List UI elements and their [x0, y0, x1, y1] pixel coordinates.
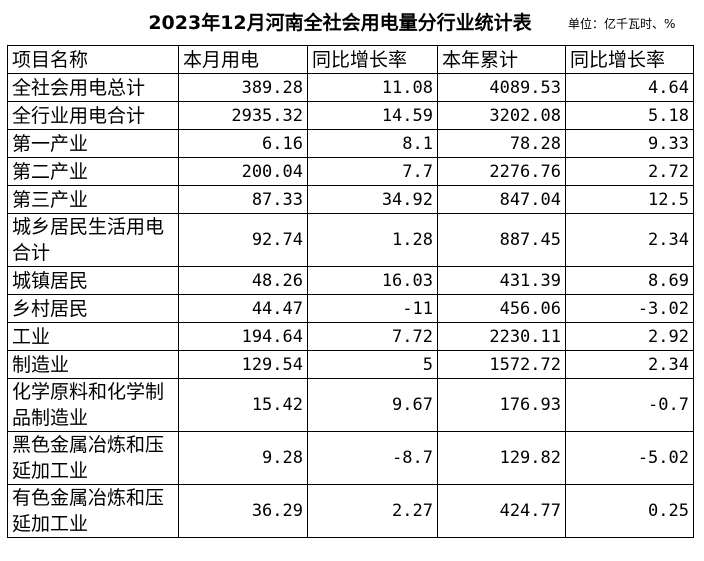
row-label: 城镇居民 — [7, 266, 179, 295]
value-cell: 2.34 — [565, 350, 694, 379]
value-cell: 194.64 — [178, 322, 308, 351]
header-cell: 同比增长率 — [565, 45, 694, 74]
header-cell: 项目名称 — [7, 45, 179, 74]
value-cell: 16.03 — [307, 266, 438, 295]
value-cell: -0.7 — [565, 378, 694, 432]
value-cell: 2.34 — [565, 213, 694, 267]
value-cell: 2230.11 — [437, 322, 566, 351]
row-label: 黑色金属冶炼和压延加工业 — [7, 431, 179, 485]
table-row: 城镇居民 48.26 16.03 431.39 8.69 — [7, 266, 694, 295]
unit-note: 单位：亿千瓦时、% — [568, 17, 676, 31]
table: 项目名称 本月用电 同比增长率 本年累计 同比增长率 全社会用电总计 389.28 11.08… — [7, 45, 694, 538]
table-row: 乡村居民 44.47 -11 456.06 -3.02 — [7, 294, 694, 323]
row-label: 制造业 — [7, 350, 179, 379]
value-cell: -3.02 — [565, 294, 694, 323]
value-cell: 431.39 — [437, 266, 566, 295]
value-cell: 1572.72 — [437, 350, 566, 379]
value-cell: 7.72 — [307, 322, 438, 351]
value-cell: 129.54 — [178, 350, 308, 379]
row-label: 全社会用电总计 — [7, 73, 179, 102]
value-cell: 129.82 — [437, 431, 566, 485]
value-cell: 2.27 — [307, 484, 438, 538]
value-cell: 2.72 — [565, 157, 694, 186]
table-row: 第二产业 200.04 7.7 2276.76 2.72 — [7, 157, 694, 186]
table-row: 工业 194.64 7.72 2230.11 2.92 — [7, 322, 694, 351]
row-label: 化学原料和化学制品制造业 — [7, 378, 179, 432]
value-cell: 9.28 — [178, 431, 308, 485]
value-cell: 389.28 — [178, 73, 308, 102]
value-cell: 6.16 — [178, 129, 308, 158]
value-cell: 44.47 — [178, 294, 308, 323]
row-label: 第三产业 — [7, 185, 179, 214]
value-cell: 12.5 — [565, 185, 694, 214]
value-cell: 9.33 — [565, 129, 694, 158]
value-cell: 8.69 — [565, 266, 694, 295]
table-row: 全社会用电总计 389.28 11.08 4089.53 4.64 — [7, 73, 694, 102]
value-cell: 9.67 — [307, 378, 438, 432]
value-cell: 0.25 — [565, 484, 694, 538]
header-row: 项目名称 本月用电 同比增长率 本年累计 同比增长率 — [7, 45, 694, 74]
value-cell: 36.29 — [178, 484, 308, 538]
value-cell: -8.7 — [307, 431, 438, 485]
table-row: 有色金属冶炼和压延加工业 36.29 2.27 424.77 0.25 — [7, 484, 694, 538]
table-row: 城乡居民生活用电合计 92.74 1.28 887.45 2.34 — [7, 213, 694, 267]
value-cell: -11 — [307, 294, 438, 323]
value-cell: 8.1 — [307, 129, 438, 158]
table-row: 第三产业 87.33 34.92 847.04 12.5 — [7, 185, 694, 214]
table-row: 化学原料和化学制品制造业 15.42 9.67 176.93 -0.7 — [7, 378, 694, 432]
title: 2023年12月河南全社会用电量分行业统计表 — [148, 12, 532, 34]
value-cell: 1.28 — [307, 213, 438, 267]
value-cell: 4.64 — [565, 73, 694, 102]
value-cell: 15.42 — [178, 378, 308, 432]
value-cell: 456.06 — [437, 294, 566, 323]
value-cell: 2276.76 — [437, 157, 566, 186]
value-cell: 48.26 — [178, 266, 308, 295]
value-cell: 887.45 — [437, 213, 566, 267]
row-label: 乡村居民 — [7, 294, 179, 323]
table-row: 第一产业 6.16 8.1 78.28 9.33 — [7, 129, 694, 158]
value-cell: 78.28 — [437, 129, 566, 158]
value-cell: 11.08 — [307, 73, 438, 102]
row-label: 城乡居民生活用电合计 — [7, 213, 179, 267]
value-cell: -5.02 — [565, 431, 694, 485]
value-cell: 34.92 — [307, 185, 438, 214]
value-cell: 176.93 — [437, 378, 566, 432]
header-cell: 同比增长率 — [307, 45, 438, 74]
table-row: 制造业 129.54 5 1572.72 2.34 — [7, 350, 694, 379]
header-cell: 本月用电 — [178, 45, 308, 74]
table-row: 黑色金属冶炼和压延加工业 9.28 -8.7 129.82 -5.02 — [7, 431, 694, 485]
value-cell: 87.33 — [178, 185, 308, 214]
value-cell: 5 — [307, 350, 438, 379]
value-cell: 5.18 — [565, 101, 694, 130]
row-label: 第一产业 — [7, 129, 179, 158]
value-cell: 424.77 — [437, 484, 566, 538]
header-cell: 本年累计 — [437, 45, 566, 74]
value-cell: 7.7 — [307, 157, 438, 186]
value-cell: 3202.08 — [437, 101, 566, 130]
value-cell: 200.04 — [178, 157, 308, 186]
row-label: 有色金属冶炼和压延加工业 — [7, 484, 179, 538]
row-label: 全行业用电合计 — [7, 101, 179, 130]
table-row: 全行业用电合计 2935.32 14.59 3202.08 5.18 — [7, 101, 694, 130]
value-cell: 2935.32 — [178, 101, 308, 130]
value-cell: 92.74 — [178, 213, 308, 267]
row-label: 第二产业 — [7, 157, 179, 186]
value-cell: 847.04 — [437, 185, 566, 214]
value-cell: 2.92 — [565, 322, 694, 351]
value-cell: 14.59 — [307, 101, 438, 130]
row-label: 工业 — [7, 322, 179, 351]
value-cell: 4089.53 — [437, 73, 566, 102]
